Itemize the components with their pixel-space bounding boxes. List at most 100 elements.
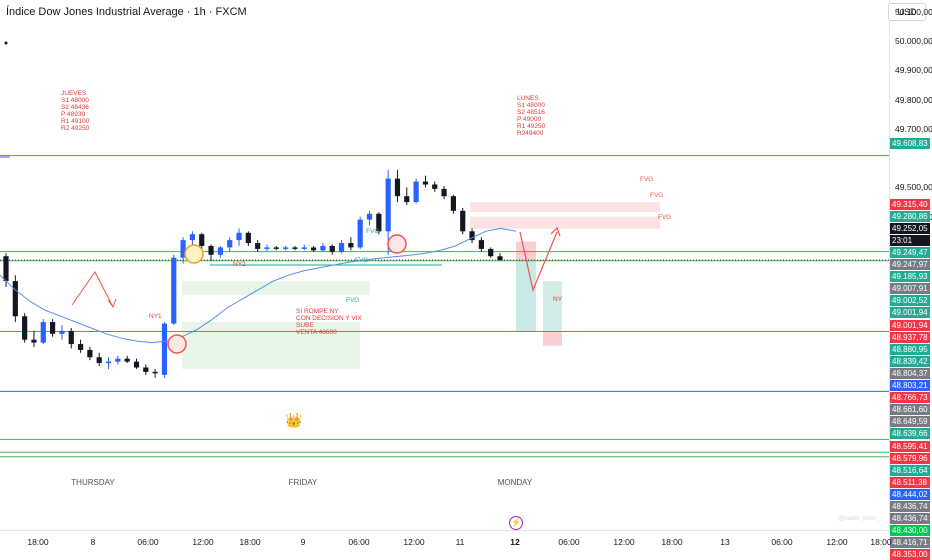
candle-body — [264, 247, 270, 249]
candle-body — [329, 245, 335, 252]
chart-title: Índice Dow Jones Industrial Average · 1h… — [6, 6, 247, 18]
candle-body — [283, 247, 289, 249]
price-tick: 50.000,00 — [895, 35, 932, 46]
price-tick: 50.100,00 — [895, 6, 932, 17]
lightning-icon[interactable]: ⚡ — [509, 516, 523, 530]
candle-body — [171, 257, 177, 324]
position-stop-box — [543, 331, 562, 346]
price-badge: 48.661,60 — [890, 404, 930, 416]
price-badge: 48.595,41 — [890, 440, 930, 452]
watermark: @trader_forex_ — [838, 516, 880, 522]
time-label: 8 — [90, 537, 96, 547]
candle-body — [40, 322, 46, 343]
candle-body — [59, 330, 65, 334]
price-badge: 48.766,73 — [890, 392, 930, 404]
candle-body — [133, 361, 140, 368]
day-label: FRIDAY — [288, 478, 318, 487]
price-tick: 49.900,00 — [895, 65, 932, 76]
price-badge: 48.804,37 — [890, 367, 930, 379]
candle-body — [460, 210, 466, 232]
price-badge: 49.249,47 — [890, 246, 930, 258]
candle-body — [255, 243, 261, 249]
candle-body — [338, 243, 345, 252]
candle-body — [115, 358, 121, 362]
candle-body — [394, 178, 401, 197]
time-label: 13 — [720, 537, 730, 547]
time-label: 18:00 — [870, 537, 892, 547]
note-lunes: LUNES S1 48000 S2 48516 P 49000 R1 49250… — [517, 95, 546, 137]
price-badge: 48.436,74 — [890, 513, 930, 525]
time-label: 18:00 — [27, 537, 49, 547]
time-label: 12 — [510, 537, 520, 547]
candle-body — [488, 248, 494, 257]
candle-body — [376, 213, 382, 232]
candle-body — [50, 322, 56, 334]
time-label: 06:00 — [348, 537, 370, 547]
price-badge: 48.880,95 — [890, 343, 930, 355]
note-ny1: NY1 — [149, 313, 162, 320]
price-badge: 48.649,59 — [890, 416, 930, 428]
note-ny: NY — [553, 296, 563, 303]
candle-body — [450, 196, 456, 211]
price-badge: 48.353,00 — [890, 549, 930, 560]
candle-body — [208, 245, 214, 255]
fvg-zone — [182, 322, 360, 369]
candle-body — [199, 234, 205, 246]
price-badge: 48.511,38 — [890, 476, 930, 488]
price-badge: 49.280,86 — [890, 210, 930, 222]
candle-body — [310, 247, 317, 251]
note-jueves: JUEVES S1 48000 S2 48436 P 48939 R1 4910… — [61, 90, 90, 132]
fvg-label: FVG — [658, 214, 672, 221]
price-badge: 49.315,40 — [890, 198, 930, 210]
fvg-label: FVG — [346, 297, 360, 304]
price-badge: 48.639,66 — [890, 428, 930, 440]
price-badge: 49.185,93 — [890, 271, 930, 283]
fvg-label: FVG — [366, 228, 380, 235]
candle-body — [357, 219, 363, 248]
time-label: 18:00 — [661, 537, 683, 547]
price-badge: 48.436,74 — [890, 501, 930, 512]
price-badge: 48.430,00 — [890, 525, 930, 537]
currency-selector[interactable]: USD — [888, 3, 926, 21]
marker-dot — [4, 41, 8, 45]
candle-body — [96, 357, 102, 364]
candle-body — [422, 181, 429, 185]
price-badge: 49.252,05 — [890, 222, 930, 234]
highlight-circle — [167, 334, 187, 354]
candle-body — [87, 349, 93, 358]
highlight-circle — [184, 244, 204, 264]
forecast-arrow — [107, 298, 117, 309]
price-badge: 49.608,83 — [890, 137, 930, 149]
price-badge: 49.247,97 — [890, 259, 930, 270]
candle-body — [105, 361, 112, 364]
time-axis[interactable] — [0, 530, 889, 551]
candle-body — [301, 247, 307, 249]
day-label: MONDAY — [497, 478, 533, 487]
time-label: 12:00 — [403, 537, 425, 547]
candle-body — [441, 188, 447, 197]
price-tick: 49.800,00 — [895, 94, 932, 105]
price-badge: 48.579,96 — [890, 452, 930, 464]
ema-line — [0, 227, 517, 344]
day-label: THURSDAY — [71, 478, 115, 487]
time-label: 06:00 — [558, 537, 580, 547]
candle-body — [31, 339, 37, 343]
fvg-label: FVG — [640, 176, 654, 183]
candle-body — [320, 245, 326, 251]
candle-body — [497, 256, 503, 261]
candle-body — [68, 330, 74, 345]
position-target-box — [516, 260, 536, 332]
note-rompe: SI ROMPE NY CON DECISION Y VIX SUBE VENT… — [296, 308, 362, 336]
time-label: 9 — [300, 537, 306, 547]
fvg-zone — [470, 202, 660, 213]
price-badge: 48.516,64 — [890, 464, 930, 476]
candle-body — [22, 316, 28, 340]
candle-body — [161, 323, 168, 375]
price-badge: 48.803,21 — [890, 380, 930, 391]
candle-body — [236, 232, 242, 241]
position-target-box — [543, 281, 562, 332]
time-label: 12:00 — [192, 537, 214, 547]
candle-body — [292, 247, 298, 249]
price-badge: 48.416,71 — [890, 537, 930, 549]
